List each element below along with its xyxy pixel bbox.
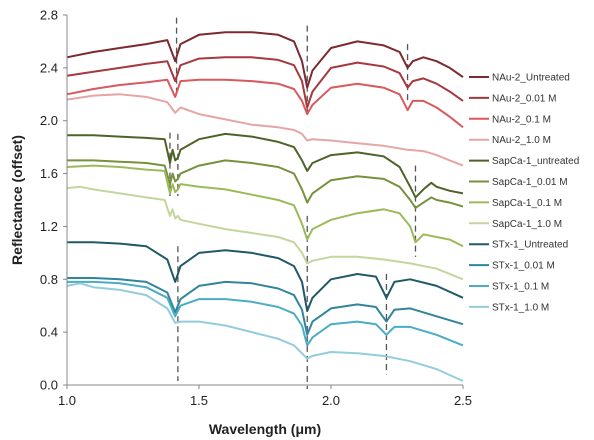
series-line-STx-1_1.0 M xyxy=(66,282,464,382)
y-tick-label: 2.8 xyxy=(40,8,58,23)
series-line-SapCa-1_0.01 M xyxy=(67,159,464,209)
y-axis-title: Reflectance (offset) xyxy=(9,135,25,265)
y-tick-label: 0.8 xyxy=(40,272,58,287)
legend-label-NAu-2_Untreated: NAu-2_Untreated xyxy=(492,73,570,84)
y-tick-label: 2.0 xyxy=(40,113,58,128)
legend-label-STx-1_Untreated: STx-1_Untreated xyxy=(492,240,568,251)
x-tick-label: 2.5 xyxy=(454,393,472,408)
series-line-STx-1_0.01 M xyxy=(67,277,464,336)
series-line-NAu-2_Untreated xyxy=(66,31,464,89)
series-line-SapCa-1_0.1 M xyxy=(66,164,464,248)
series-line-SapCa-1_1.0 M xyxy=(66,185,464,281)
legend-label-NAu-2_0.01 M: NAu-2_0.01 M xyxy=(492,93,556,104)
y-tick-label: 2.4 xyxy=(40,60,58,75)
reference-lines xyxy=(169,17,417,389)
legend-label-STx-1_0.01 M: STx-1_0.01 M xyxy=(492,261,555,272)
axes xyxy=(66,15,463,386)
legend-label-STx-1_0.1 M: STx-1_0.1 M xyxy=(492,282,549,293)
series-line-NAu-2_0.01 M xyxy=(66,56,464,109)
legend-label-SapCa-1_0.01 M: SapCa-1_0.01 M xyxy=(492,177,568,188)
series-line-STx-1_Untreated xyxy=(67,241,464,312)
x-axis-title: Wavelength (μm) xyxy=(209,421,321,437)
legend-label-SapCa-1_untreated: SapCa-1_untreated xyxy=(492,156,579,167)
series-line-NAu-2_0.1 M xyxy=(66,78,464,129)
legend-label-NAu-2_1.0 M: NAu-2_1.0 M xyxy=(492,135,551,146)
legend: NAu-2_Untreated NAu-2_0.01 M NAu-2_0.1 M NA… xyxy=(469,73,579,313)
legend-label-SapCa-1_0.1 M: SapCa-1_0.1 M xyxy=(492,198,562,209)
y-tick-labels: 0.0 0.4 0.8 1.2 1.6 2.0 2.4 2.8 xyxy=(40,8,67,393)
y-tick-label: 1.2 xyxy=(40,219,58,234)
x-tick-labels: 1.0 1.5 2.0 2.5 xyxy=(58,385,472,408)
series-lines xyxy=(66,31,464,382)
series-line-NAu-2_1.0 M xyxy=(66,93,464,167)
series-line-SapCa-1_untreated xyxy=(67,132,464,199)
y-tick-label: 0.4 xyxy=(40,325,58,340)
y-tick-label: 0.0 xyxy=(40,378,58,393)
legend-label-NAu-2_0.1 M: NAu-2_0.1 M xyxy=(492,114,551,125)
x-tick-label: 1.5 xyxy=(190,393,208,408)
y-tick-label: 1.6 xyxy=(40,166,58,181)
x-tick-label: 2.0 xyxy=(322,393,340,408)
series-line-STx-1_0.1 M xyxy=(67,280,464,347)
x-tick-label: 1.0 xyxy=(58,393,76,408)
legend-label-STx-1_1.0 M: STx-1_1.0 M xyxy=(492,302,549,313)
legend-label-SapCa-1_1.0 M: SapCa-1_1.0 M xyxy=(492,219,562,230)
